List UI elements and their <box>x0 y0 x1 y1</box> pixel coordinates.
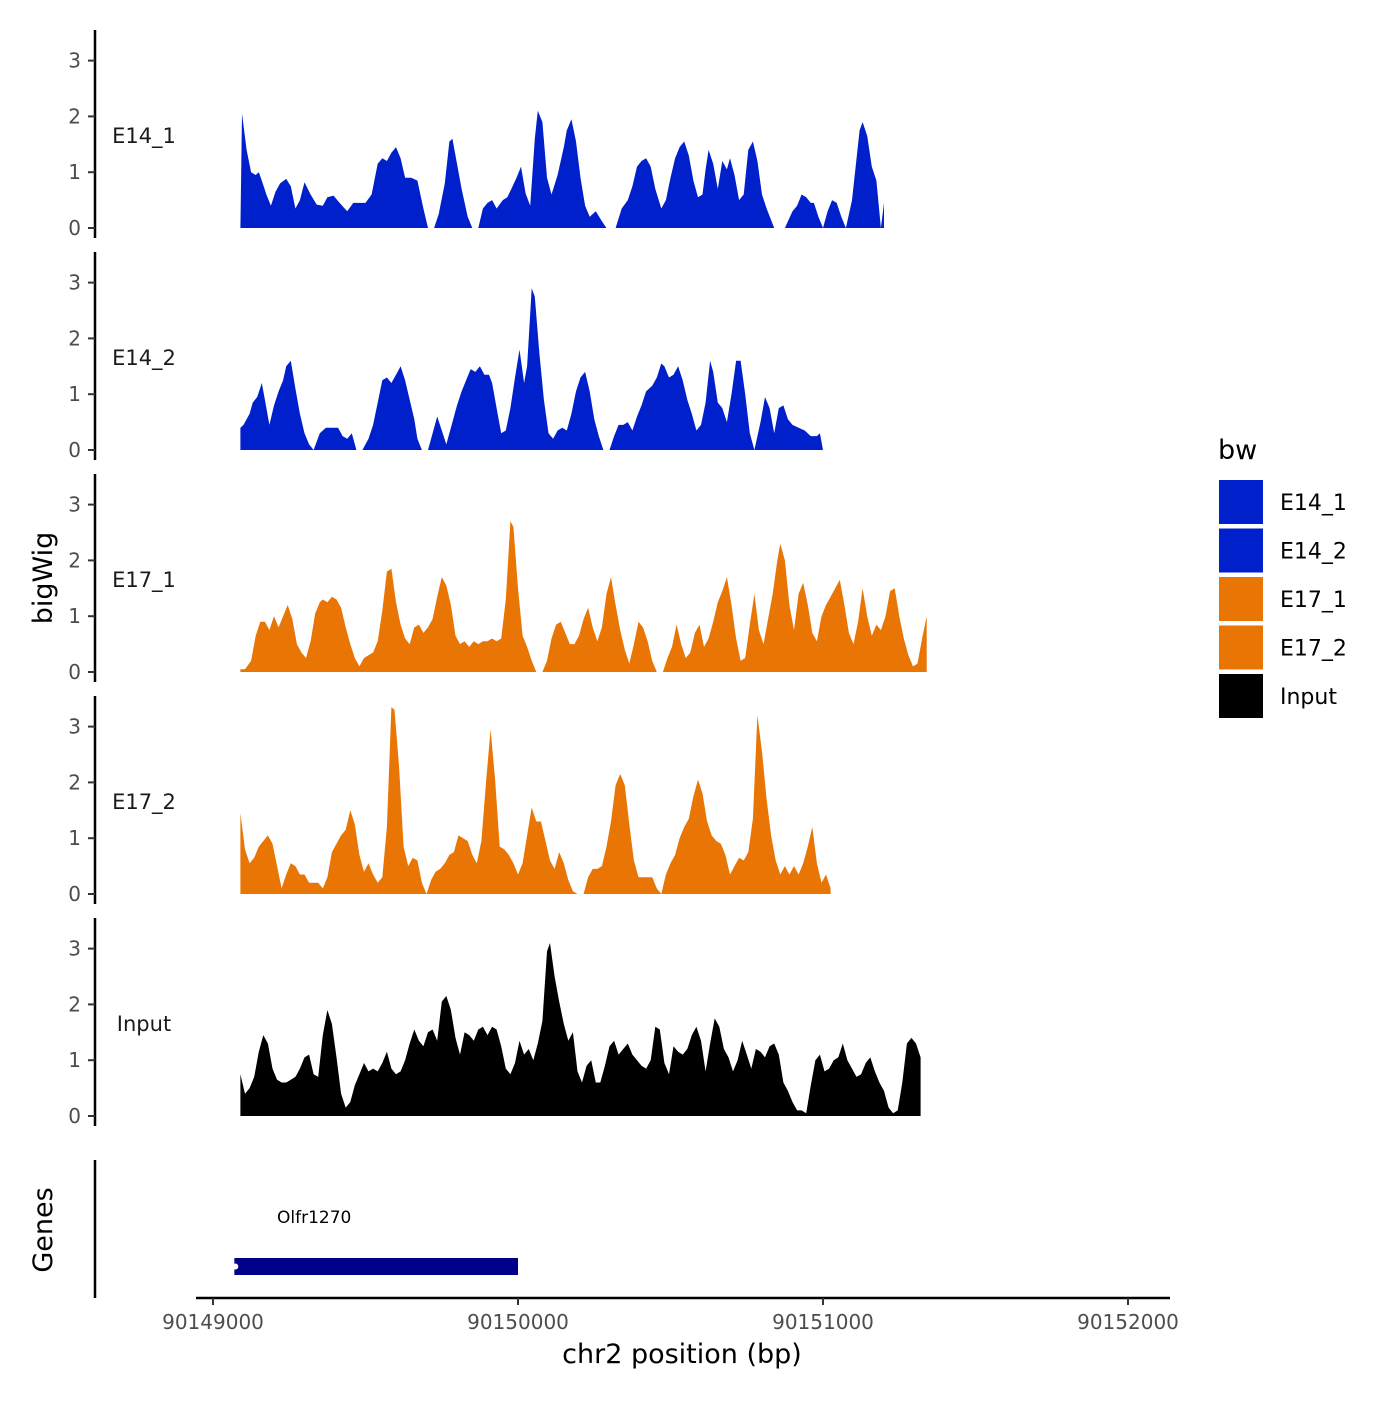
y-tick-label: 2 <box>68 548 81 572</box>
genes-panel-title: Genes <box>28 1187 59 1272</box>
legend-swatch <box>1219 480 1263 524</box>
gene-body-bar <box>234 1258 518 1275</box>
y-tick-label: 0 <box>68 882 81 906</box>
track-label: Input <box>117 1012 171 1036</box>
genes-panel: Olfr1270 <box>93 1160 518 1298</box>
legend: bw E14_1 E14_2 E17_1 E17_2 Input <box>1218 435 1347 718</box>
y-axis-title: bigWig <box>28 532 59 625</box>
y-tick-label: 1 <box>68 382 81 406</box>
y-tick-label: 3 <box>68 493 81 517</box>
x-tick-label: 90150000 <box>467 1310 569 1334</box>
legend-item: E14_1 <box>1219 480 1347 524</box>
track-label: E14_1 <box>112 124 176 149</box>
legend-swatch <box>1219 528 1263 573</box>
y-tick-label: 1 <box>68 1048 81 1072</box>
legend-item: E14_2 <box>1219 528 1347 573</box>
legend-swatch <box>1219 674 1263 718</box>
track-e14-1: 0 1 2 3 E14_1 <box>68 30 884 240</box>
legend-item: E17_1 <box>1219 577 1347 621</box>
gene-label: Olfr1270 <box>277 1208 351 1228</box>
x-tick-label: 90149000 <box>162 1310 264 1334</box>
y-tick-label: 3 <box>68 937 81 961</box>
track-e17-2: 0 1 2 3 E17_2 <box>68 696 831 906</box>
tracks-layer: 0 1 2 3 E14_1 0 1 2 3 E14_2 0 1 2 3 E17_1 0 1 2 3 E17_2 0 1 2 3… <box>68 30 927 1128</box>
track-input: 0 1 2 3 Input <box>68 918 921 1128</box>
x-axis-title: chr2 position (bp) <box>562 1339 802 1370</box>
y-tick-label: 1 <box>68 160 81 184</box>
gene-strand-marker <box>232 1263 239 1270</box>
legend-label: E14_1 <box>1280 491 1347 516</box>
coverage-area-e14-1 <box>240 110 884 228</box>
track-e14-2: 0 1 2 3 E14_2 <box>68 252 823 462</box>
x-tick-label: 90151000 <box>772 1310 874 1334</box>
coverage-area-e17-1 <box>240 521 927 672</box>
y-tick-label: 2 <box>68 326 81 350</box>
legend-label: E14_2 <box>1280 540 1347 565</box>
track-label: E14_2 <box>112 346 176 371</box>
legend-label: E17_1 <box>1280 588 1347 613</box>
y-tick-label: 3 <box>68 49 81 73</box>
coverage-area-input <box>240 943 921 1116</box>
y-tick-label: 1 <box>68 826 81 850</box>
legend-item: Input <box>1219 674 1337 718</box>
y-tick-label: 0 <box>68 660 81 684</box>
y-tick-label: 0 <box>68 438 81 462</box>
legend-swatch <box>1219 625 1263 670</box>
x-tick-label: 90152000 <box>1077 1310 1179 1334</box>
y-tick-label: 3 <box>68 715 81 739</box>
y-tick-label: 2 <box>68 770 81 794</box>
gene-olfr1270: Olfr1270 <box>232 1208 518 1275</box>
coverage-area-e14-2 <box>240 288 823 450</box>
y-tick-label: 2 <box>68 104 81 128</box>
y-tick-label: 2 <box>68 992 81 1016</box>
legend-label: E17_2 <box>1280 637 1347 662</box>
y-tick-label: 0 <box>68 1104 81 1128</box>
y-tick-label: 3 <box>68 271 81 295</box>
y-tick-label: 0 <box>68 216 81 240</box>
track-label: E17_2 <box>112 790 176 815</box>
track-e17-1: 0 1 2 3 E17_1 <box>68 474 927 684</box>
legend-swatch <box>1219 577 1263 621</box>
x-axis: 90149000 90150000 90151000 90152000 chr2 pos… <box>162 1296 1179 1370</box>
y-tick-label: 1 <box>68 604 81 628</box>
legend-title: bw <box>1218 435 1257 466</box>
track-label: E17_1 <box>112 568 176 593</box>
coverage-area-e17-2 <box>240 707 831 894</box>
legend-label: Input <box>1280 685 1337 710</box>
legend-item: E17_2 <box>1219 625 1347 670</box>
